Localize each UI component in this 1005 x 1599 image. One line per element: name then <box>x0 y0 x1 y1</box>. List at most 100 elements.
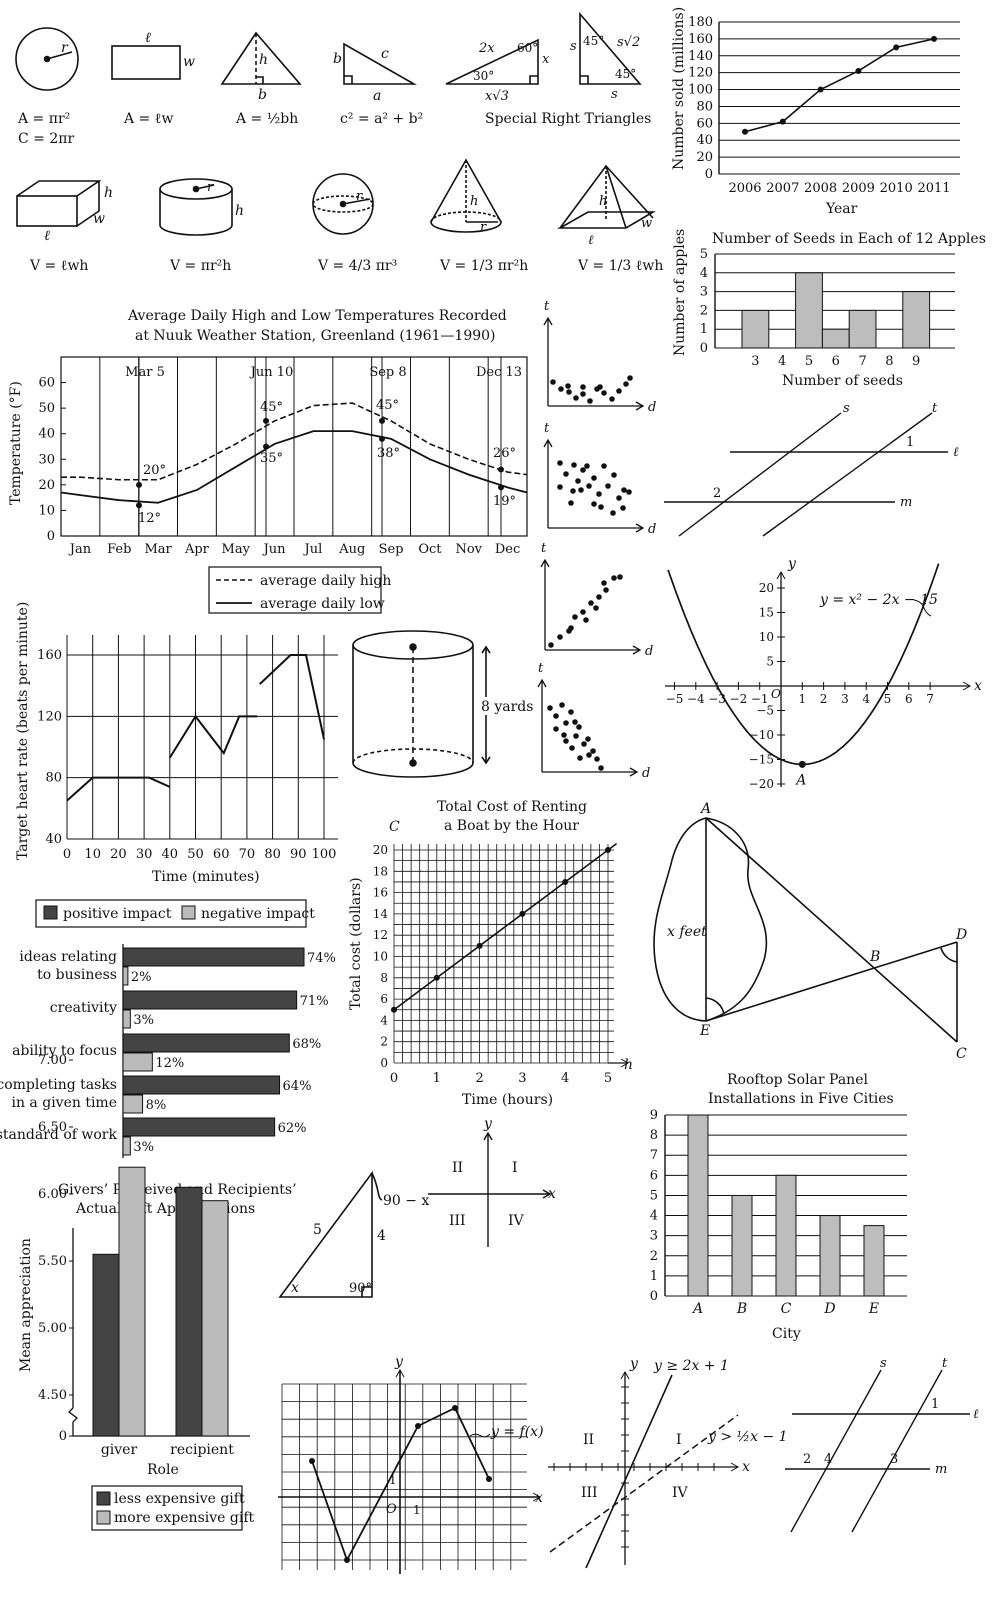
boat-xlabel: Time (hours) <box>462 1092 553 1108</box>
solar-ytick: 7 <box>650 1148 658 1163</box>
scatter-point <box>563 471 569 477</box>
fx-point <box>309 1458 315 1464</box>
boat-xtick: 5 <box>604 1071 612 1086</box>
solar-bar <box>687 1114 709 1297</box>
seeds-bar <box>795 272 823 349</box>
lake-triangle-figure <box>653 817 958 1043</box>
nuuk-xtick: Jan <box>68 542 92 557</box>
quad-y: y <box>483 1116 493 1132</box>
box-w-label: w <box>93 211 105 227</box>
gift-ytick: 7.00 <box>38 1053 67 1068</box>
seeds-bar <box>821 328 850 349</box>
fx-origin: O <box>386 1502 397 1517</box>
seeds-xtick: 9 <box>912 354 920 369</box>
solar-title: Rooftop Solar Panel <box>727 1072 868 1088</box>
parabola-y-arrow <box>776 570 786 580</box>
seeds-ytick: 3 <box>700 285 708 300</box>
solar-xtick: A <box>691 1301 703 1317</box>
sold-point <box>893 44 900 51</box>
impact-neg-label: 8% <box>146 1098 167 1113</box>
box-l-label: ℓ <box>44 228 50 244</box>
special-45a-label: 45° <box>583 34 604 48</box>
scatter-point <box>569 745 575 751</box>
quad-x: x <box>548 1186 556 1202</box>
fx-point <box>452 1405 458 1411</box>
impact-legend-box <box>35 899 307 928</box>
sold-ytick: 40 <box>696 133 713 148</box>
sold-ytick: 0 <box>705 167 713 182</box>
lake-D: D <box>955 927 967 943</box>
scatter-x-arrow <box>635 401 645 411</box>
nuuk-xtick: Aug <box>338 542 365 557</box>
scatter-point <box>572 719 578 725</box>
boat-h-label: h <box>624 1057 633 1073</box>
scatter-point <box>563 738 569 744</box>
gift-bar-more <box>201 1200 229 1437</box>
sold-point <box>742 128 748 135</box>
boat-point <box>391 1006 397 1013</box>
boat-rental-chart: Total Cost of Renting a Boat by the Hour… <box>348 799 633 1108</box>
nuuk-xtick: Nov <box>455 542 482 557</box>
impact-category: standard of work <box>0 1127 118 1143</box>
sold-xtick: 2011 <box>917 181 950 196</box>
nuuk-ytick: 20 <box>38 478 55 493</box>
parallel-lines-figure-2 <box>785 1369 970 1533</box>
scatter-point <box>548 642 554 648</box>
nuuk-xtick: Jul <box>303 542 323 557</box>
heart-xtick: 90 <box>290 847 307 862</box>
scatter-point <box>557 484 563 490</box>
nuuk-ytick: 40 <box>38 427 55 442</box>
scatter-y-arrow <box>543 438 553 448</box>
scatter-x-arrow <box>632 645 642 655</box>
gift-bar-less <box>92 1253 120 1437</box>
impact-pos-bar <box>122 1033 290 1053</box>
fx-point <box>415 1423 421 1429</box>
pl2-1: 1 <box>931 1397 939 1412</box>
sold-xtick: 2010 <box>880 181 913 196</box>
parabola-x-tick-label: −3 <box>708 692 726 706</box>
rect-w-label: w <box>183 54 195 70</box>
fx-y-arrow <box>395 1368 405 1378</box>
nuuk-title: Average Daily High and Low Temperatures … <box>127 308 507 324</box>
sold-ytick: 100 <box>688 83 713 98</box>
fx-point <box>344 1557 350 1563</box>
impact-category: completing tasks <box>0 1077 117 1093</box>
impact-neg-bar <box>122 1094 144 1114</box>
boat-point <box>476 942 483 949</box>
nuuk-point <box>498 466 504 473</box>
scatter-point <box>621 487 627 493</box>
gift-legend-more: more expensive gift <box>114 1510 255 1526</box>
parabola-y-tick-label: 15 <box>759 606 774 620</box>
solar-xtick: C <box>781 1301 792 1317</box>
heart-xlabel: Time (minutes) <box>152 869 260 885</box>
heart-rate-chart: 40 80 120 160 0 10 20 30 40 50 60 70 80 90 100 Time (mi… <box>15 602 338 885</box>
quadrant-III: III <box>449 1213 466 1229</box>
special-s-label: s <box>570 39 577 54</box>
boat-ytick: 0 <box>380 1056 388 1070</box>
nuuk-ytick: 10 <box>38 503 55 518</box>
nuuk-marker-label: Sep 8 <box>369 365 406 380</box>
scatter-point <box>596 491 602 497</box>
pl2-2: 2 <box>803 1452 811 1467</box>
sold-xlabel: Year <box>825 201 858 217</box>
heart-xtick: 50 <box>187 847 204 862</box>
scatter-d-label: d <box>645 644 653 659</box>
scatter-point <box>598 504 604 510</box>
scatter-point <box>573 733 579 739</box>
boat-ytick: 12 <box>373 928 388 942</box>
heart-segment <box>66 776 171 802</box>
parabola-y-label: y <box>787 556 797 572</box>
nuuk-xtick: Mar <box>144 542 172 557</box>
nuuk-ytick: 60 <box>38 376 55 391</box>
quadrant-II: II <box>452 1160 463 1176</box>
cyl-h-label: h <box>235 203 244 219</box>
seeds-bar <box>848 309 877 349</box>
ineq-quad-IV: IV <box>672 1485 689 1501</box>
gift-ylabel: Mean appreciation <box>18 1238 34 1372</box>
parabola-leader <box>913 599 932 617</box>
scatter-point <box>568 709 574 715</box>
nuuk-point <box>379 417 385 424</box>
impact-legend-neg: negative impact <box>201 906 315 922</box>
scatter-point <box>557 634 563 640</box>
